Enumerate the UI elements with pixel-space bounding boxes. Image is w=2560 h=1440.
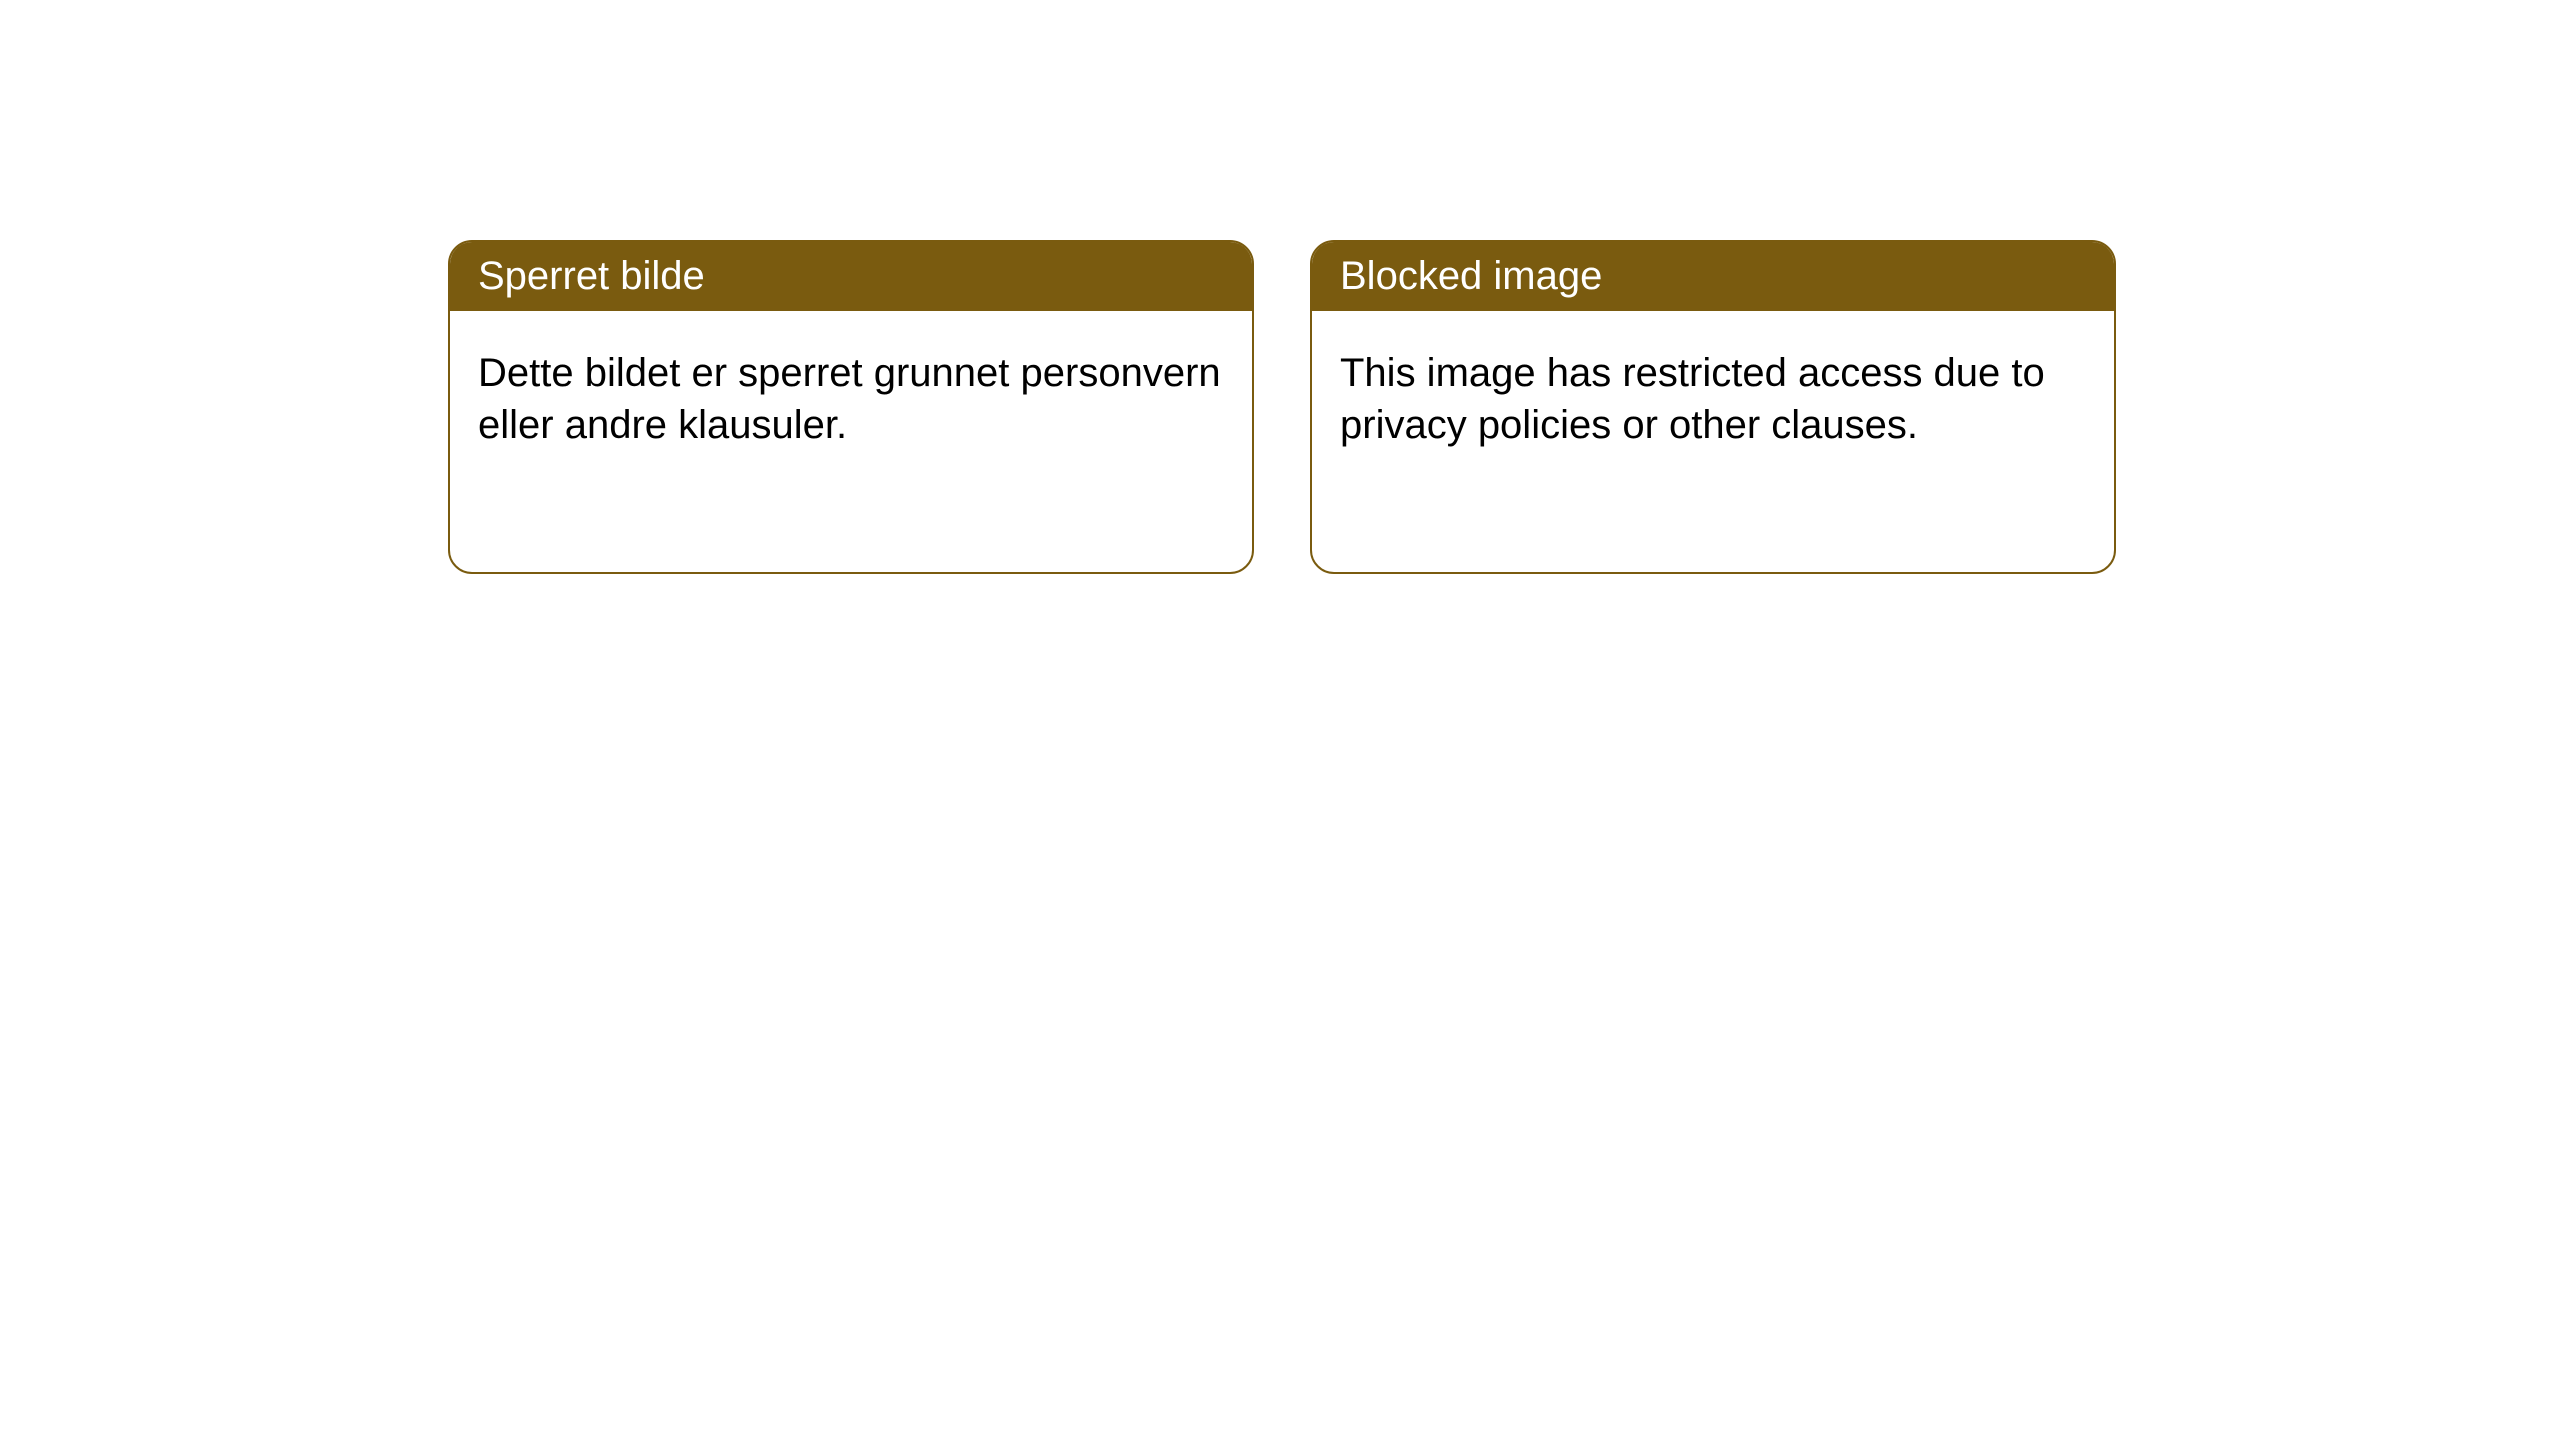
blocked-image-card-en: Blocked image This image has restricted … bbox=[1310, 240, 2116, 574]
blocked-image-card-no: Sperret bilde Dette bildet er sperret gr… bbox=[448, 240, 1254, 574]
card-header-no: Sperret bilde bbox=[450, 242, 1252, 311]
card-body-en: This image has restricted access due to … bbox=[1312, 311, 2114, 487]
card-body-no: Dette bildet er sperret grunnet personve… bbox=[450, 311, 1252, 487]
notice-container: Sperret bilde Dette bildet er sperret gr… bbox=[0, 0, 2560, 574]
card-header-en: Blocked image bbox=[1312, 242, 2114, 311]
